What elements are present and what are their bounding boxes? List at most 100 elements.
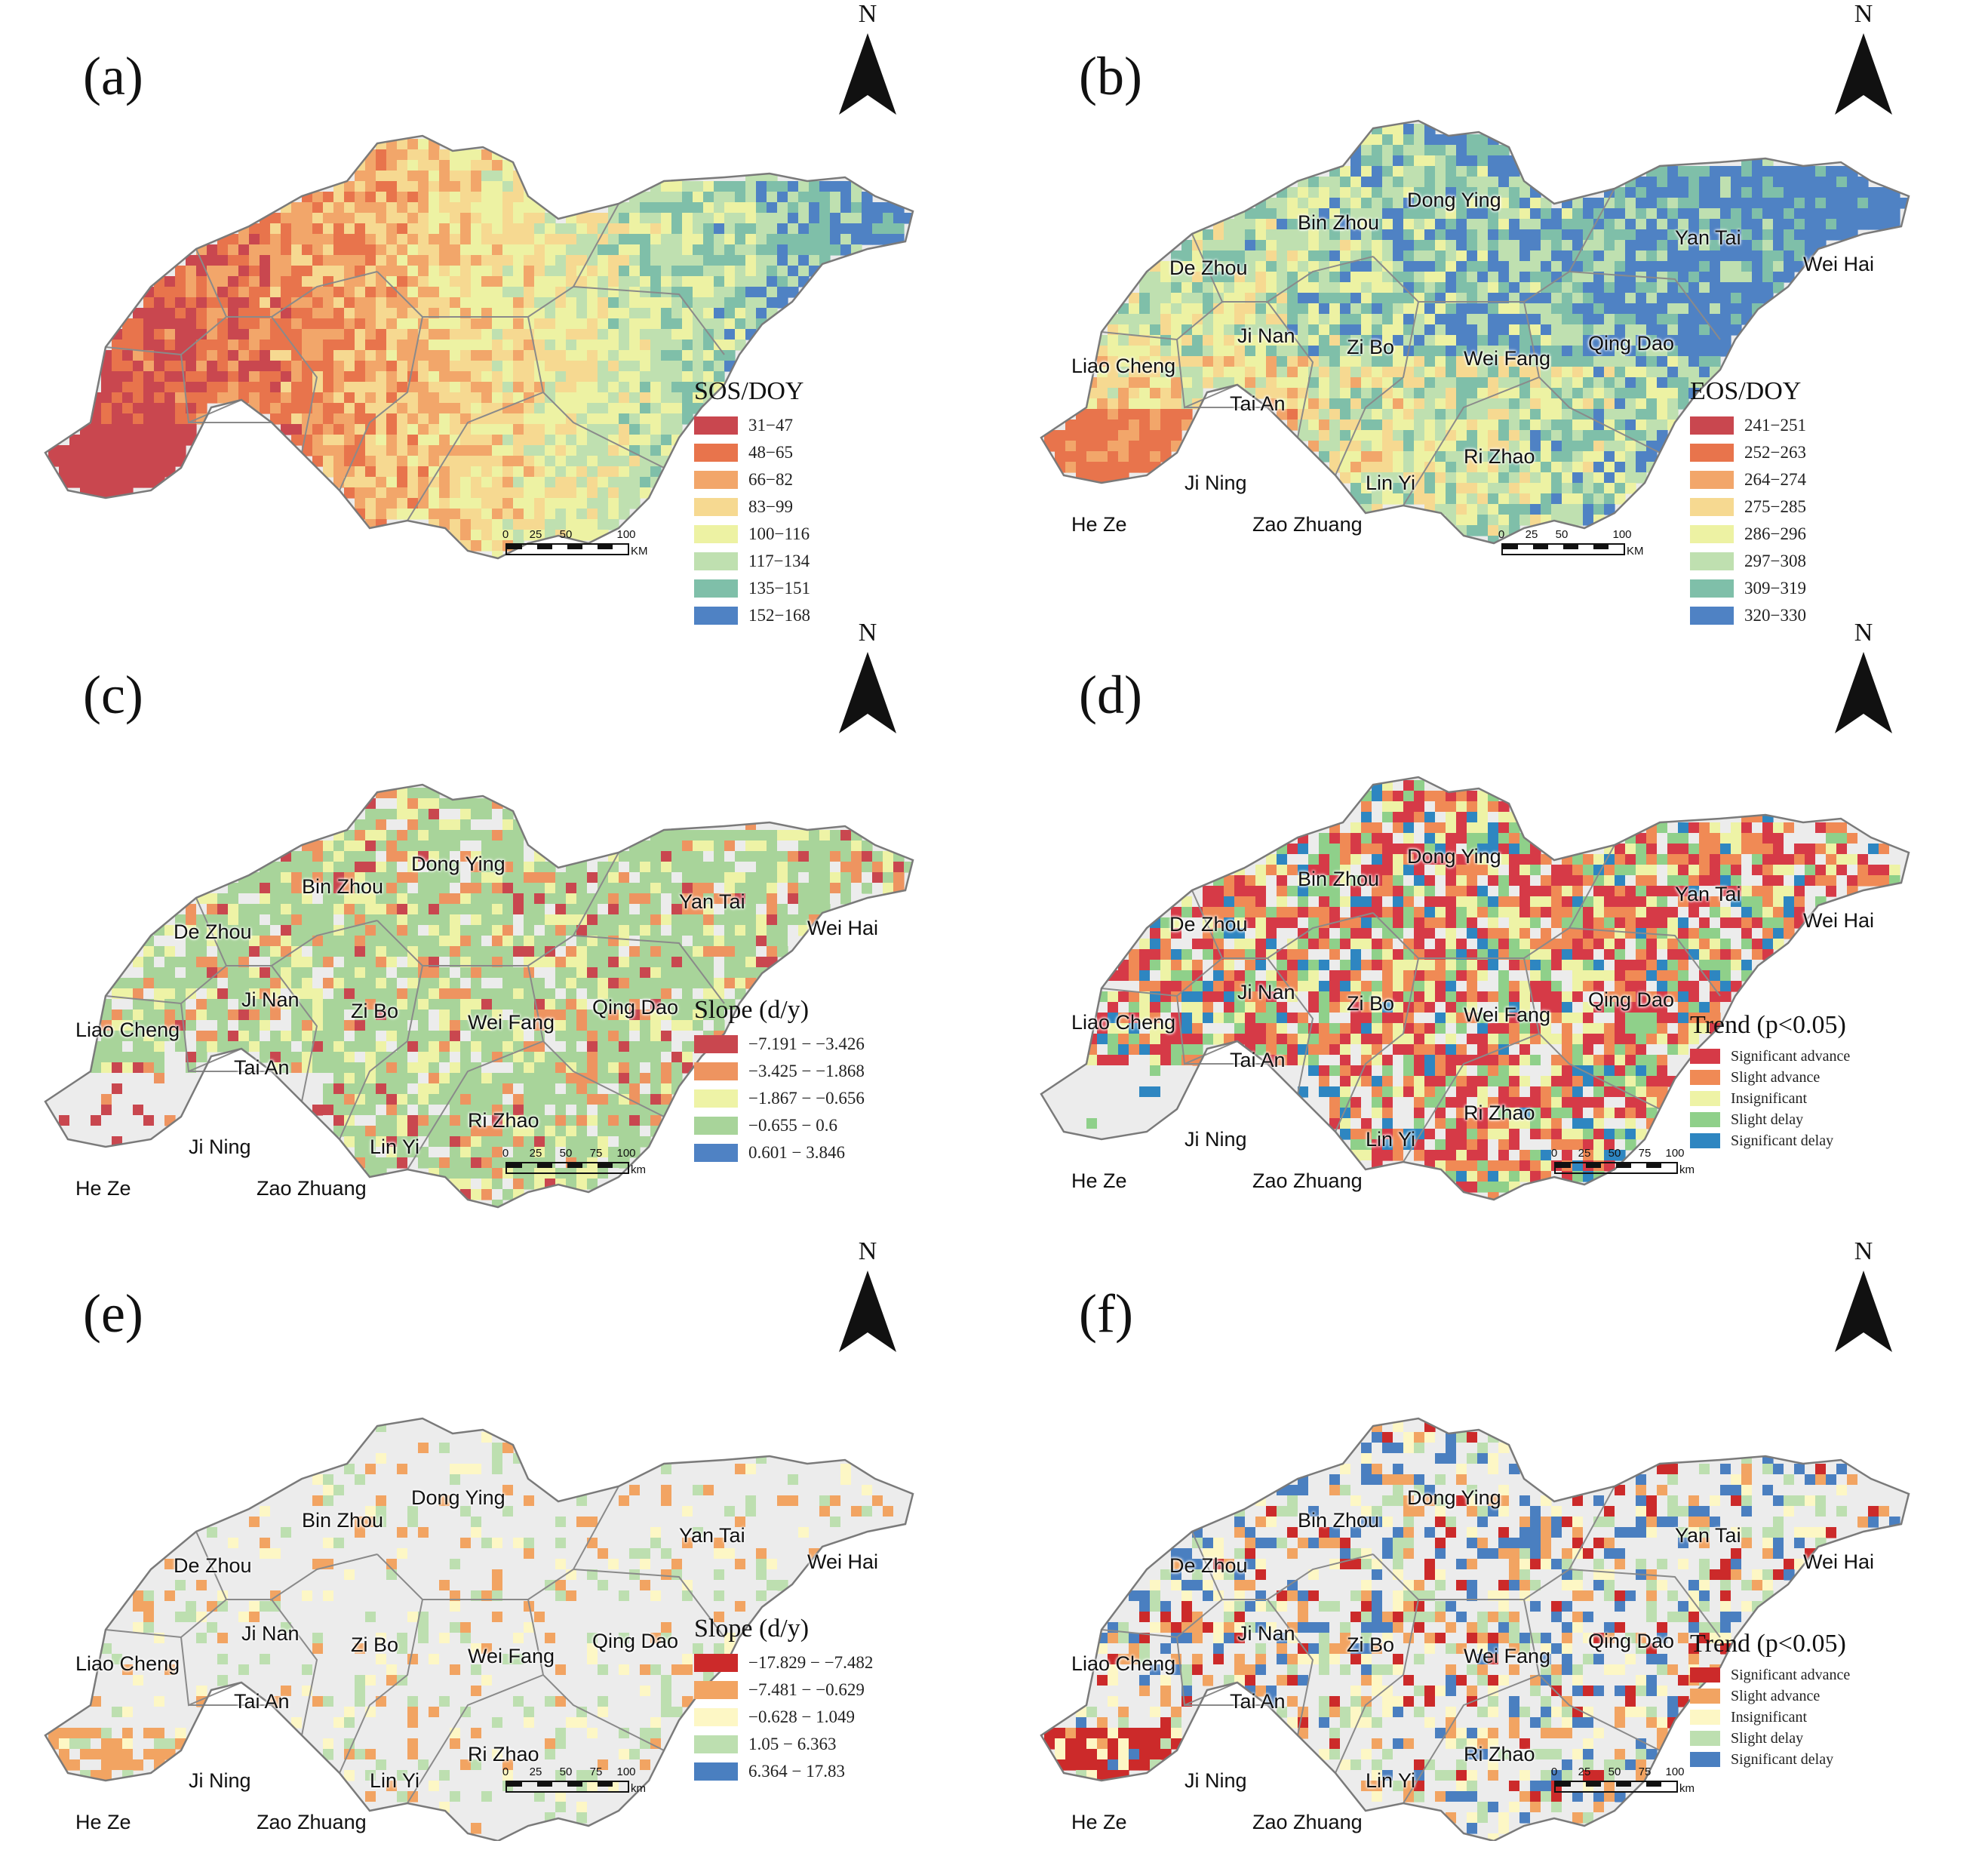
legend-swatch xyxy=(694,1654,738,1672)
legend-swatch xyxy=(694,1762,738,1781)
scale-tick-label: 100 xyxy=(616,1147,636,1160)
legend-item: 1.05 − 6.363 xyxy=(694,1731,920,1758)
district-border xyxy=(1267,957,1314,1095)
legend-item-label: −0.628 − 1.049 xyxy=(748,1707,855,1726)
legend-item: Slight advance xyxy=(1690,1686,1916,1707)
city-label: Tai An xyxy=(234,1690,290,1713)
legend-item-label: Significant delay xyxy=(1731,1750,1834,1768)
legend-title: Trend (p<0.05) xyxy=(1690,1011,1846,1039)
province-border xyxy=(44,1417,914,1841)
legend-swatch xyxy=(1690,1731,1720,1746)
district-border xyxy=(1523,1599,1661,1751)
district-border xyxy=(573,1569,725,1638)
legend: SOS/DOY 31−47 48−65 66−82 83−99 100−116 117−13… xyxy=(694,377,920,629)
district-border xyxy=(339,920,424,1140)
scale-tick-label: 0 xyxy=(502,528,509,541)
city-label: He Ze xyxy=(75,1177,131,1200)
city-label: Yan Tai xyxy=(679,1524,745,1547)
district-border xyxy=(1335,912,1420,1132)
scale-tick-label: 0 xyxy=(1550,1765,1558,1778)
legend-swatch xyxy=(694,1735,738,1753)
city-label: Wei Hai xyxy=(807,1550,879,1573)
scale-tick-label: 25 xyxy=(529,1147,542,1160)
legend-item: Slight advance xyxy=(1690,1067,1916,1088)
scale-tick-label: 100 xyxy=(1665,1147,1685,1160)
district-border xyxy=(1267,1599,1314,1736)
city-label: Zao Zhuang xyxy=(1252,1811,1363,1833)
north-label: N xyxy=(1854,0,1873,28)
city-label: Liao Cheng xyxy=(1071,355,1176,377)
raster-cells xyxy=(48,139,913,558)
district-border xyxy=(527,965,665,1117)
legend-item-label: 6.364 − 17.83 xyxy=(748,1762,845,1781)
scale-tick-label: 100 xyxy=(1612,528,1632,541)
city-label: Tai An xyxy=(1230,1690,1286,1713)
north-arrow-icon xyxy=(1835,652,1892,733)
city-label: Ji Nan xyxy=(241,1622,300,1645)
city-label: Dong Ying xyxy=(411,853,505,875)
scale-tick-label: 50 xyxy=(1608,1147,1621,1160)
legend-item: 117−134 xyxy=(694,548,920,575)
panel-label: (c) xyxy=(83,665,143,725)
city-label: Liao Cheng xyxy=(1071,1011,1176,1034)
scale-tick-label: 75 xyxy=(1638,1147,1652,1160)
district-border xyxy=(339,271,424,491)
legend-item: 320−330 xyxy=(1690,602,1916,629)
city-label: Yan Tai xyxy=(1675,883,1741,905)
legend-title: Slope (d/y) xyxy=(694,1615,810,1643)
city-label: Ji Ning xyxy=(1185,1128,1247,1151)
legend-item: −3.425 − −1.868 xyxy=(694,1058,920,1085)
legend-item: −17.829 − −7.482 xyxy=(694,1649,920,1676)
map-svg-c xyxy=(44,783,914,1209)
legend-swatch xyxy=(694,552,738,570)
city-label: Qing Dao xyxy=(1588,1630,1675,1652)
legend-item: 252−263 xyxy=(1690,439,1916,466)
legend-title: SOS/DOY xyxy=(694,377,804,405)
legend-item: 309−319 xyxy=(1690,575,1916,602)
city-label: Lin Yi xyxy=(1366,472,1416,494)
city-label: De Zhou xyxy=(1169,257,1248,279)
north-arrow: N xyxy=(815,1237,920,1366)
city-label: Wei Fang xyxy=(468,1645,555,1667)
legend-item-label: 83−99 xyxy=(748,497,793,516)
city-label: He Ze xyxy=(75,1811,131,1833)
city-label: Bin Zhou xyxy=(1298,868,1380,890)
north-label: N xyxy=(858,619,877,647)
north-arrow-icon xyxy=(839,1271,896,1352)
city-label: He Ze xyxy=(1071,513,1127,536)
city-label: Dong Ying xyxy=(411,1486,505,1509)
legend-title: Trend (p<0.05) xyxy=(1690,1630,1846,1658)
panel-label: (e) xyxy=(83,1283,143,1344)
city-label: Ji Ning xyxy=(189,1769,251,1792)
legend-swatch xyxy=(694,1035,738,1053)
city-label: Zi Bo xyxy=(1347,992,1395,1015)
legend: Trend (p<0.05) Significant advance Slight … xyxy=(1690,1630,1916,1770)
district-border xyxy=(1418,1486,1615,1600)
legend-item-label: 309−319 xyxy=(1744,579,1806,598)
city-label: Liao Cheng xyxy=(75,1652,180,1675)
map-svg-f xyxy=(1040,1417,1910,1841)
panel-label: (f) xyxy=(1079,1283,1133,1344)
district-border xyxy=(1403,1674,1540,1804)
legend-swatch xyxy=(694,1681,738,1699)
legend-item: 48−65 xyxy=(694,439,920,466)
city-label: Wei Fang xyxy=(468,1011,555,1034)
district-border xyxy=(271,965,318,1102)
city-label: Tai An xyxy=(1230,1049,1286,1071)
north-arrow-icon xyxy=(839,33,896,115)
legend-item-label: Significant advance xyxy=(1731,1666,1851,1683)
legend-item: Significant delay xyxy=(1690,1130,1916,1151)
legend-item-label: Slight advance xyxy=(1731,1068,1821,1086)
city-label: De Zhou xyxy=(174,1554,252,1577)
scale-tick-label: 25 xyxy=(1578,1765,1591,1778)
legend-item-label: Insignificant xyxy=(1731,1708,1808,1726)
district-border xyxy=(1403,376,1540,506)
city-label: Wei Hai xyxy=(1803,1550,1875,1573)
legend-item: 66−82 xyxy=(694,466,920,493)
scale-tick-label: 75 xyxy=(589,1147,603,1160)
legend-item: Significant advance xyxy=(1690,1046,1916,1067)
legend-item-label: −1.867 − −0.656 xyxy=(748,1089,865,1108)
city-label: De Zhou xyxy=(1169,913,1248,936)
legend: EOS/DOY 241−251 252−263 264−274 275−285 286−2… xyxy=(1690,377,1916,629)
city-label: Zi Bo xyxy=(1347,336,1395,358)
